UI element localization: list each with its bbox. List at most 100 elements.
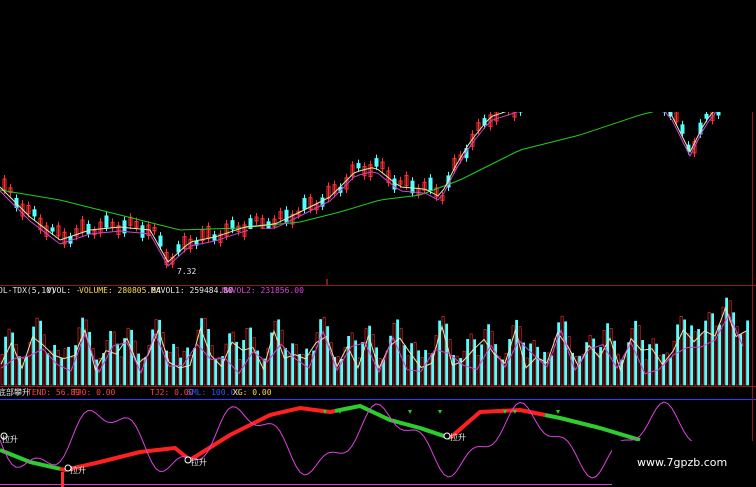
candle-body [2,178,7,191]
candle-body [56,225,61,237]
volume-bar [707,312,711,386]
candle-body [86,223,91,235]
redacted-area-top-right [428,0,756,112]
volume-bar [427,353,431,386]
volume-bar [224,343,228,386]
candle-body [200,229,205,242]
volume-bar [522,342,526,386]
candle-body [50,227,55,232]
volume-indicator-name[interactable]: OL-TDX(5,10) [0,286,56,295]
candle-body [398,180,403,185]
volume-bar [270,332,274,386]
volume-bar [182,350,186,386]
volume-bar [126,328,130,386]
mavol1-value: MAVOL1: 259484.80 [151,286,233,295]
volume-bar [21,358,25,386]
volume-bar [14,344,18,386]
redacted-area-middle [248,229,508,259]
volume-bar [595,352,599,386]
trend-indicator-name[interactable]: 底部攀升 [0,388,30,397]
signal-marker [0,432,8,440]
volume-bar [501,359,505,386]
volume-bar [238,359,242,386]
volume-bar [746,320,750,386]
candle-body [254,216,259,222]
tj2-value: TJ2: 0.00 [150,388,194,397]
volume-bar [280,329,284,386]
volume-bar [154,319,158,386]
volume-bar [263,358,267,386]
signal-marker [184,456,192,464]
volume-bar [231,331,235,386]
mavol2-value: MAVOL2: 231856.00 [222,286,304,295]
candle-body [380,161,385,170]
volume-bar [151,329,155,386]
volume-bar [480,344,484,386]
volume-bar [189,355,193,386]
volume-bar [494,344,498,386]
signal-label: 拉升 [191,458,207,467]
xg-value: XG: 0.00 [233,388,272,397]
volume-bar [543,351,547,386]
volume-bar [329,342,333,386]
volume-bar [46,353,50,386]
candle-body [74,228,79,237]
volume-bar [704,320,708,386]
volume-bar [49,350,53,386]
volume-bar [448,339,452,386]
volume-ma-line [0,313,744,375]
volume-bar [119,356,123,386]
volume-bar [399,327,403,386]
candle-body [278,211,283,220]
volume-bar [658,355,662,386]
volume-bar [627,342,631,386]
signal-marker [443,432,451,440]
candle-body [308,197,313,210]
candle-body [680,124,685,134]
arrow-down-marker [513,410,517,414]
volume-bar [546,352,550,386]
candle-body [704,113,709,119]
volume-ma-line [0,306,747,372]
volume-bar [266,347,270,386]
tend-value: TEND: 56.89 [27,388,80,397]
volume-bar [487,324,491,386]
volume-bar [424,350,428,386]
volume-bar [165,350,169,386]
candle-body [248,218,253,230]
volume-bar [662,354,666,386]
volume-bar [53,344,57,386]
volume-bar [651,338,655,386]
volume-bar [368,325,372,386]
volume-bar [147,344,151,386]
trend-band [544,413,641,442]
candle-body [440,195,445,201]
volume-bar [7,328,11,386]
volume-bar [11,332,15,386]
volume-bar [60,358,64,386]
volume-bar [714,325,718,386]
volume-bar [291,343,295,386]
candle-body [458,154,463,161]
volume-bar [308,353,312,386]
volume-bar [686,333,690,386]
volume-bar [196,329,200,386]
volume-bar [588,335,592,386]
volume-bar [210,345,214,386]
volume-bar [252,337,256,386]
volume-bar [567,336,571,386]
volume-bar [228,333,232,386]
volume-bar [599,346,603,386]
volume-bar [294,344,298,386]
candle-body [140,225,145,238]
volume-bar [473,339,477,386]
volume-bar [385,350,389,386]
candle-body [134,221,139,228]
volume-bar [63,348,67,386]
volume-bar [697,329,701,386]
volume-bar [728,300,732,386]
volume-bar [123,338,127,386]
volume-bar [95,359,99,386]
volume-bar [340,358,344,386]
